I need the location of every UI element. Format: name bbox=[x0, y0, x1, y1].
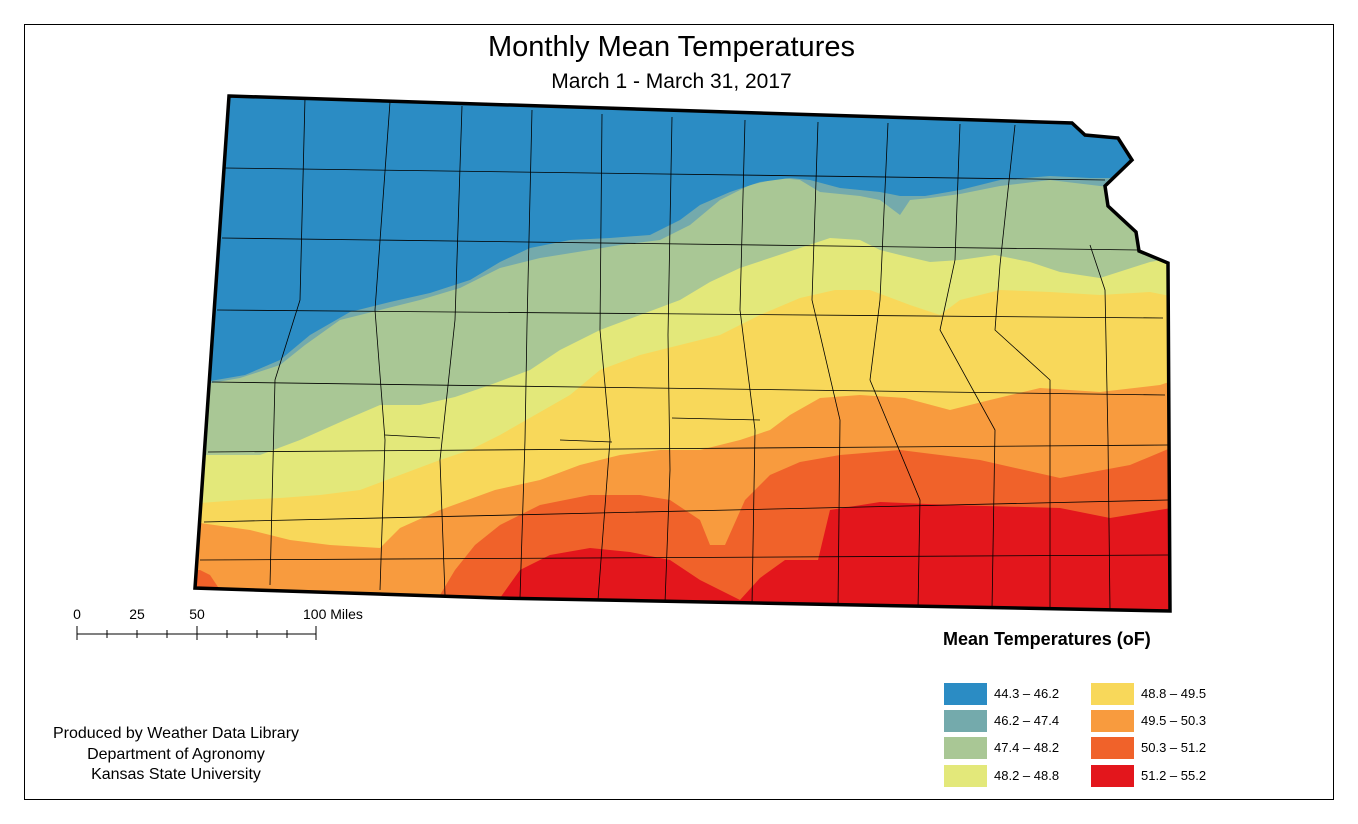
legend-label: 47.4 – 48.2 bbox=[994, 740, 1060, 755]
legend-swatch bbox=[944, 737, 987, 759]
legend-label: 49.5 – 50.3 bbox=[1141, 713, 1207, 728]
legend-swatch bbox=[944, 710, 987, 732]
legend-label: 50.3 – 51.2 bbox=[1141, 740, 1207, 755]
legend-title: Mean Temperatures (oF) bbox=[943, 629, 1151, 649]
county-lines bbox=[199, 97, 1169, 611]
map-subtitle: March 1 - March 31, 2017 bbox=[551, 70, 792, 93]
legend-swatch bbox=[944, 683, 987, 705]
legend-swatch bbox=[1091, 737, 1134, 759]
temperature-bands bbox=[195, 96, 1170, 611]
kansas-state-outline bbox=[193, 94, 1172, 613]
legend-swatch bbox=[1091, 710, 1134, 732]
credit-line-university: Kansas State University bbox=[91, 766, 261, 783]
scale-tick-50: 50 bbox=[189, 606, 205, 622]
legend-label: 44.3 – 46.2 bbox=[994, 686, 1060, 701]
scale-tick-25: 25 bbox=[129, 606, 145, 622]
legend-label: 48.2 – 48.8 bbox=[994, 768, 1060, 783]
credit-line-department: Department of Agronomy bbox=[87, 746, 265, 763]
scale-bar bbox=[76, 626, 317, 640]
legend-label: 51.2 – 55.2 bbox=[1141, 768, 1207, 783]
legend-label: 46.2 – 47.4 bbox=[994, 713, 1060, 728]
scale-tick-0: 0 bbox=[73, 606, 81, 622]
scale-tick-100-miles: 100 Miles bbox=[303, 606, 363, 622]
legend-swatch bbox=[944, 765, 987, 787]
legend-swatch bbox=[1091, 683, 1134, 705]
map-frame bbox=[24, 24, 1334, 800]
map-title: Monthly Mean Temperatures bbox=[488, 31, 855, 63]
legend-label: 48.8 – 49.5 bbox=[1141, 686, 1207, 701]
band-44-3-46-2 bbox=[195, 96, 1170, 382]
credit-line-producer: Produced by Weather Data Library bbox=[52, 725, 300, 742]
legend-swatch bbox=[1091, 765, 1134, 787]
